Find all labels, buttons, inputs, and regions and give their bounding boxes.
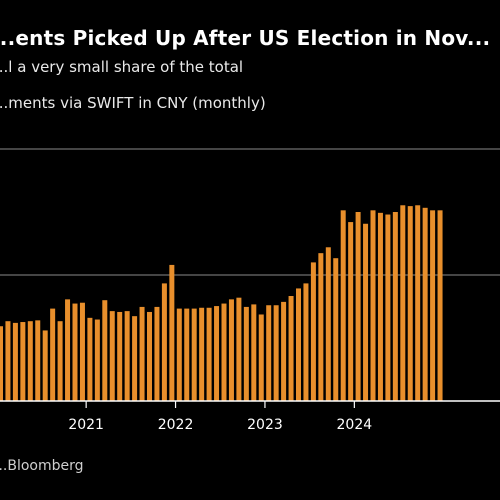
chart-subtitle: ...l a very small share of the total <box>0 58 244 76</box>
x-tick-label: 2024 <box>337 417 373 433</box>
bar <box>27 321 33 401</box>
bar <box>437 210 443 401</box>
bar <box>132 316 138 401</box>
bar <box>50 308 56 401</box>
bar <box>377 212 383 401</box>
bar <box>176 308 182 401</box>
bar <box>288 296 294 401</box>
bar <box>109 311 115 401</box>
bar <box>400 205 406 401</box>
bar <box>236 297 242 401</box>
bar <box>407 206 413 401</box>
chart-title: ...ents Picked Up After US Election in N… <box>0 26 491 50</box>
series-label: ...ments via SWIFT in CNY (monthly) <box>0 94 266 112</box>
bar <box>147 311 152 401</box>
bar <box>333 258 339 401</box>
bar <box>370 210 376 401</box>
bar <box>20 322 26 401</box>
bar <box>221 303 227 401</box>
bar <box>385 214 391 401</box>
bar <box>184 308 190 401</box>
bar <box>318 253 324 401</box>
bars <box>0 205 443 401</box>
bar <box>266 305 272 401</box>
bar <box>206 307 212 401</box>
bar <box>325 247 331 401</box>
bar <box>199 307 205 401</box>
bar <box>251 304 257 401</box>
bar <box>273 305 279 401</box>
bar <box>422 207 428 401</box>
bar <box>117 311 123 401</box>
bar <box>340 210 346 401</box>
bar <box>415 205 421 401</box>
x-tick-label: 2021 <box>68 417 104 433</box>
bar <box>154 306 160 401</box>
bar <box>5 321 11 401</box>
bar <box>191 308 197 401</box>
bar <box>310 262 316 401</box>
bar <box>243 306 249 401</box>
bar <box>65 299 71 401</box>
bar <box>214 306 220 401</box>
bar <box>355 212 361 401</box>
bar <box>363 223 369 401</box>
bar <box>303 283 309 401</box>
bar <box>42 330 48 401</box>
bar <box>228 299 234 401</box>
bar <box>430 210 436 401</box>
bar <box>12 322 18 401</box>
bar <box>139 306 145 401</box>
bar <box>392 212 398 401</box>
bar <box>169 264 175 401</box>
bar <box>161 283 167 401</box>
bar <box>281 301 287 401</box>
source-note: ...Bloomberg <box>0 458 84 474</box>
bar <box>72 303 78 401</box>
bar <box>102 300 108 401</box>
bar <box>258 314 264 401</box>
bar <box>57 321 63 401</box>
bar <box>79 302 85 401</box>
bar <box>94 319 100 401</box>
bar <box>35 320 41 401</box>
bar <box>348 222 354 401</box>
bar <box>87 317 93 401</box>
bar <box>296 288 301 401</box>
x-ticks: 2021 2022 2023 2024 <box>68 401 372 433</box>
x-tick-label: 2023 <box>247 417 283 433</box>
x-tick-label: 2022 <box>158 417 194 433</box>
bar <box>0 326 3 401</box>
bar <box>124 311 130 401</box>
